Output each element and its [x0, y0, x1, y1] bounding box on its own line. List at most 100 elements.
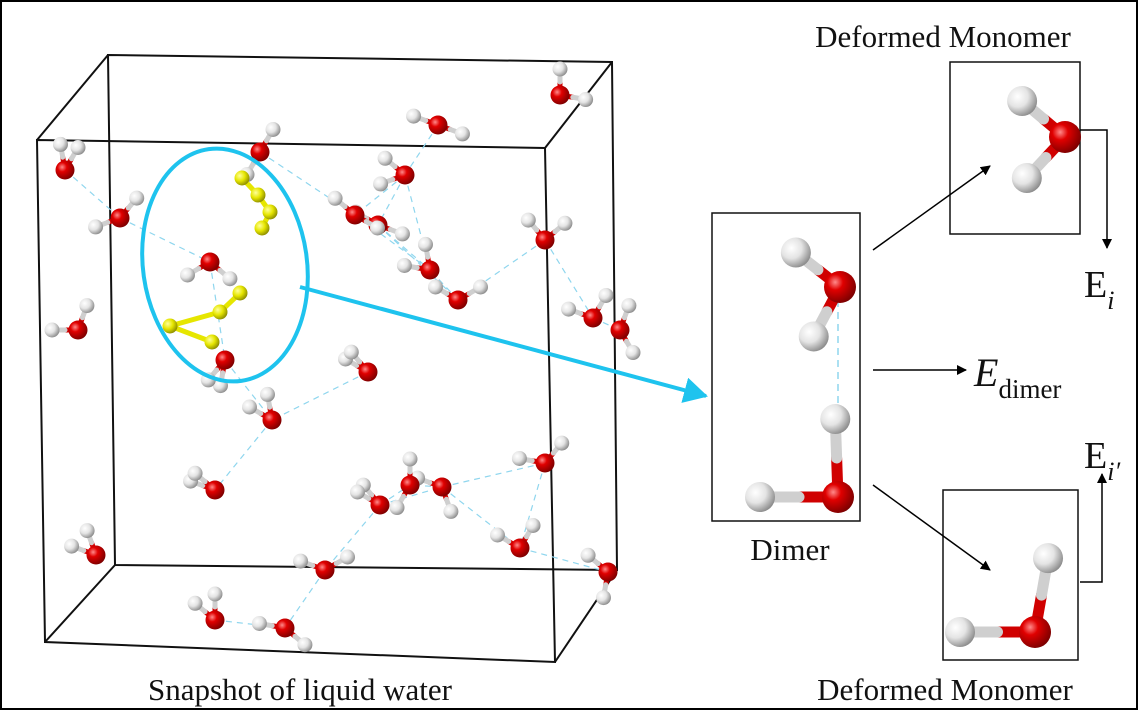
hydrogen-atom [260, 387, 275, 402]
hydrogen-atom [406, 109, 421, 124]
hydrogen-atom [88, 219, 103, 234]
hydrogen-atom [242, 400, 257, 415]
hydrogen-atom [1033, 543, 1063, 573]
monomer-label: Deformed Monomer [815, 19, 1071, 54]
energy-symbol: E [1084, 264, 1107, 306]
hydrogen-atom [188, 596, 203, 611]
chain-atom [213, 305, 228, 320]
hydrogen-atom [1012, 163, 1042, 193]
energy-subscript: i [1107, 286, 1114, 315]
hydrogen-atom [945, 617, 975, 647]
oxygen-atom [611, 321, 630, 340]
hydrogen-atom [79, 298, 94, 313]
oxygen-atom [216, 351, 235, 370]
hydrogen-atom [521, 213, 536, 228]
oxygen-atom [536, 231, 555, 250]
hydrogen-atom [626, 345, 641, 360]
oxygen-atom [276, 619, 295, 638]
hydrogen-atom [397, 258, 412, 273]
hydrogen-atom [512, 451, 527, 466]
oxygen-atom [316, 561, 335, 580]
oxygen-atom [429, 116, 448, 135]
hydrogen-atom [781, 238, 811, 268]
oxygen-atom [511, 539, 530, 558]
oxygen-atom [206, 481, 225, 500]
chain-atom [163, 319, 178, 334]
dimer-label: Dimer [750, 532, 830, 567]
hydrogen-atom [45, 323, 60, 338]
hydrogen-atom [553, 62, 568, 77]
hydrogen-atom [557, 216, 572, 231]
energy-symbol: E [973, 350, 998, 395]
oxygen-atom [371, 496, 390, 515]
hydrogen-atom [390, 500, 405, 515]
hydrogen-atom [266, 122, 281, 137]
chain-atom [255, 221, 270, 236]
oxygen-atom [69, 321, 88, 340]
snapshot-label: Snapshot of liquid water [148, 672, 453, 707]
hydrogen-atom [554, 436, 569, 451]
hydrogen-atom [455, 126, 470, 141]
chain-atom [233, 286, 248, 301]
monomer-label: Deformed Monomer [817, 672, 1073, 707]
oxygen-atom [449, 291, 468, 310]
hydrogen-atom [293, 554, 308, 569]
frame [1, 1, 1137, 709]
oxygen-atom [433, 478, 452, 497]
oxygen-atom [822, 481, 854, 513]
oxygen-atom [551, 86, 570, 105]
hydrogen-atom [252, 616, 267, 631]
oxygen-atom [584, 309, 603, 328]
oxygen-atom [401, 476, 420, 495]
hydrogen-atom [373, 176, 388, 191]
hydrogen-atom [578, 92, 593, 107]
hydrogen-atom [328, 191, 343, 206]
oxygen-atom [421, 261, 440, 280]
oxygen-atom [111, 209, 130, 228]
oxygen-atom [56, 161, 75, 180]
energy-subscript: i′ [1107, 457, 1120, 486]
hydrogen-atom [344, 345, 359, 360]
energy-symbol: E [1084, 435, 1107, 477]
chain-atom [251, 188, 266, 203]
hydrogen-atom [490, 528, 505, 543]
hydrogen-atom [418, 237, 433, 252]
hydrogen-atom [745, 482, 775, 512]
oxygen-atom [206, 611, 225, 630]
hydrogen-atom [180, 268, 195, 283]
hydrogen-atom [208, 587, 223, 602]
chain-atom [263, 205, 278, 220]
energy-subscript: dimer [998, 374, 1061, 404]
oxygen-atom [396, 166, 415, 185]
oxygen-atom [1049, 121, 1081, 153]
hydrogen-atom [80, 523, 95, 538]
hydrogen-atom [64, 539, 79, 554]
oxygen-atom [359, 363, 378, 382]
hydrogen-atom [581, 548, 596, 563]
hydrogen-atom [53, 137, 68, 152]
hydrogen-atom [820, 404, 850, 434]
hydrogen-atom [297, 637, 312, 652]
chain-atom [205, 335, 220, 350]
hydrogen-atom [473, 280, 488, 295]
hydrogen-atom [596, 590, 611, 605]
hydrogen-atom [428, 280, 443, 295]
oxygen-atom [1019, 616, 1051, 648]
oxygen-atom [201, 253, 220, 272]
oxygen-atom [263, 411, 282, 430]
oxygen-atom [536, 454, 555, 473]
hydrogen-atom [561, 302, 576, 317]
hydrogen-atom [370, 221, 385, 236]
hydrogen-atom [1007, 86, 1037, 116]
hydrogen-atom [350, 485, 365, 500]
hydrogen-atom [395, 226, 410, 241]
hydrogen-atom [222, 271, 237, 286]
hydrogen-atom [129, 191, 144, 206]
hydrogen-atom [526, 518, 541, 533]
hydrogen-atom [799, 321, 829, 351]
hydrogen-atom [599, 288, 614, 303]
oxygen-atom [599, 563, 618, 582]
oxygen-atom [87, 546, 106, 565]
hydrogen-atom [188, 466, 203, 481]
oxygen-atom [346, 206, 365, 225]
